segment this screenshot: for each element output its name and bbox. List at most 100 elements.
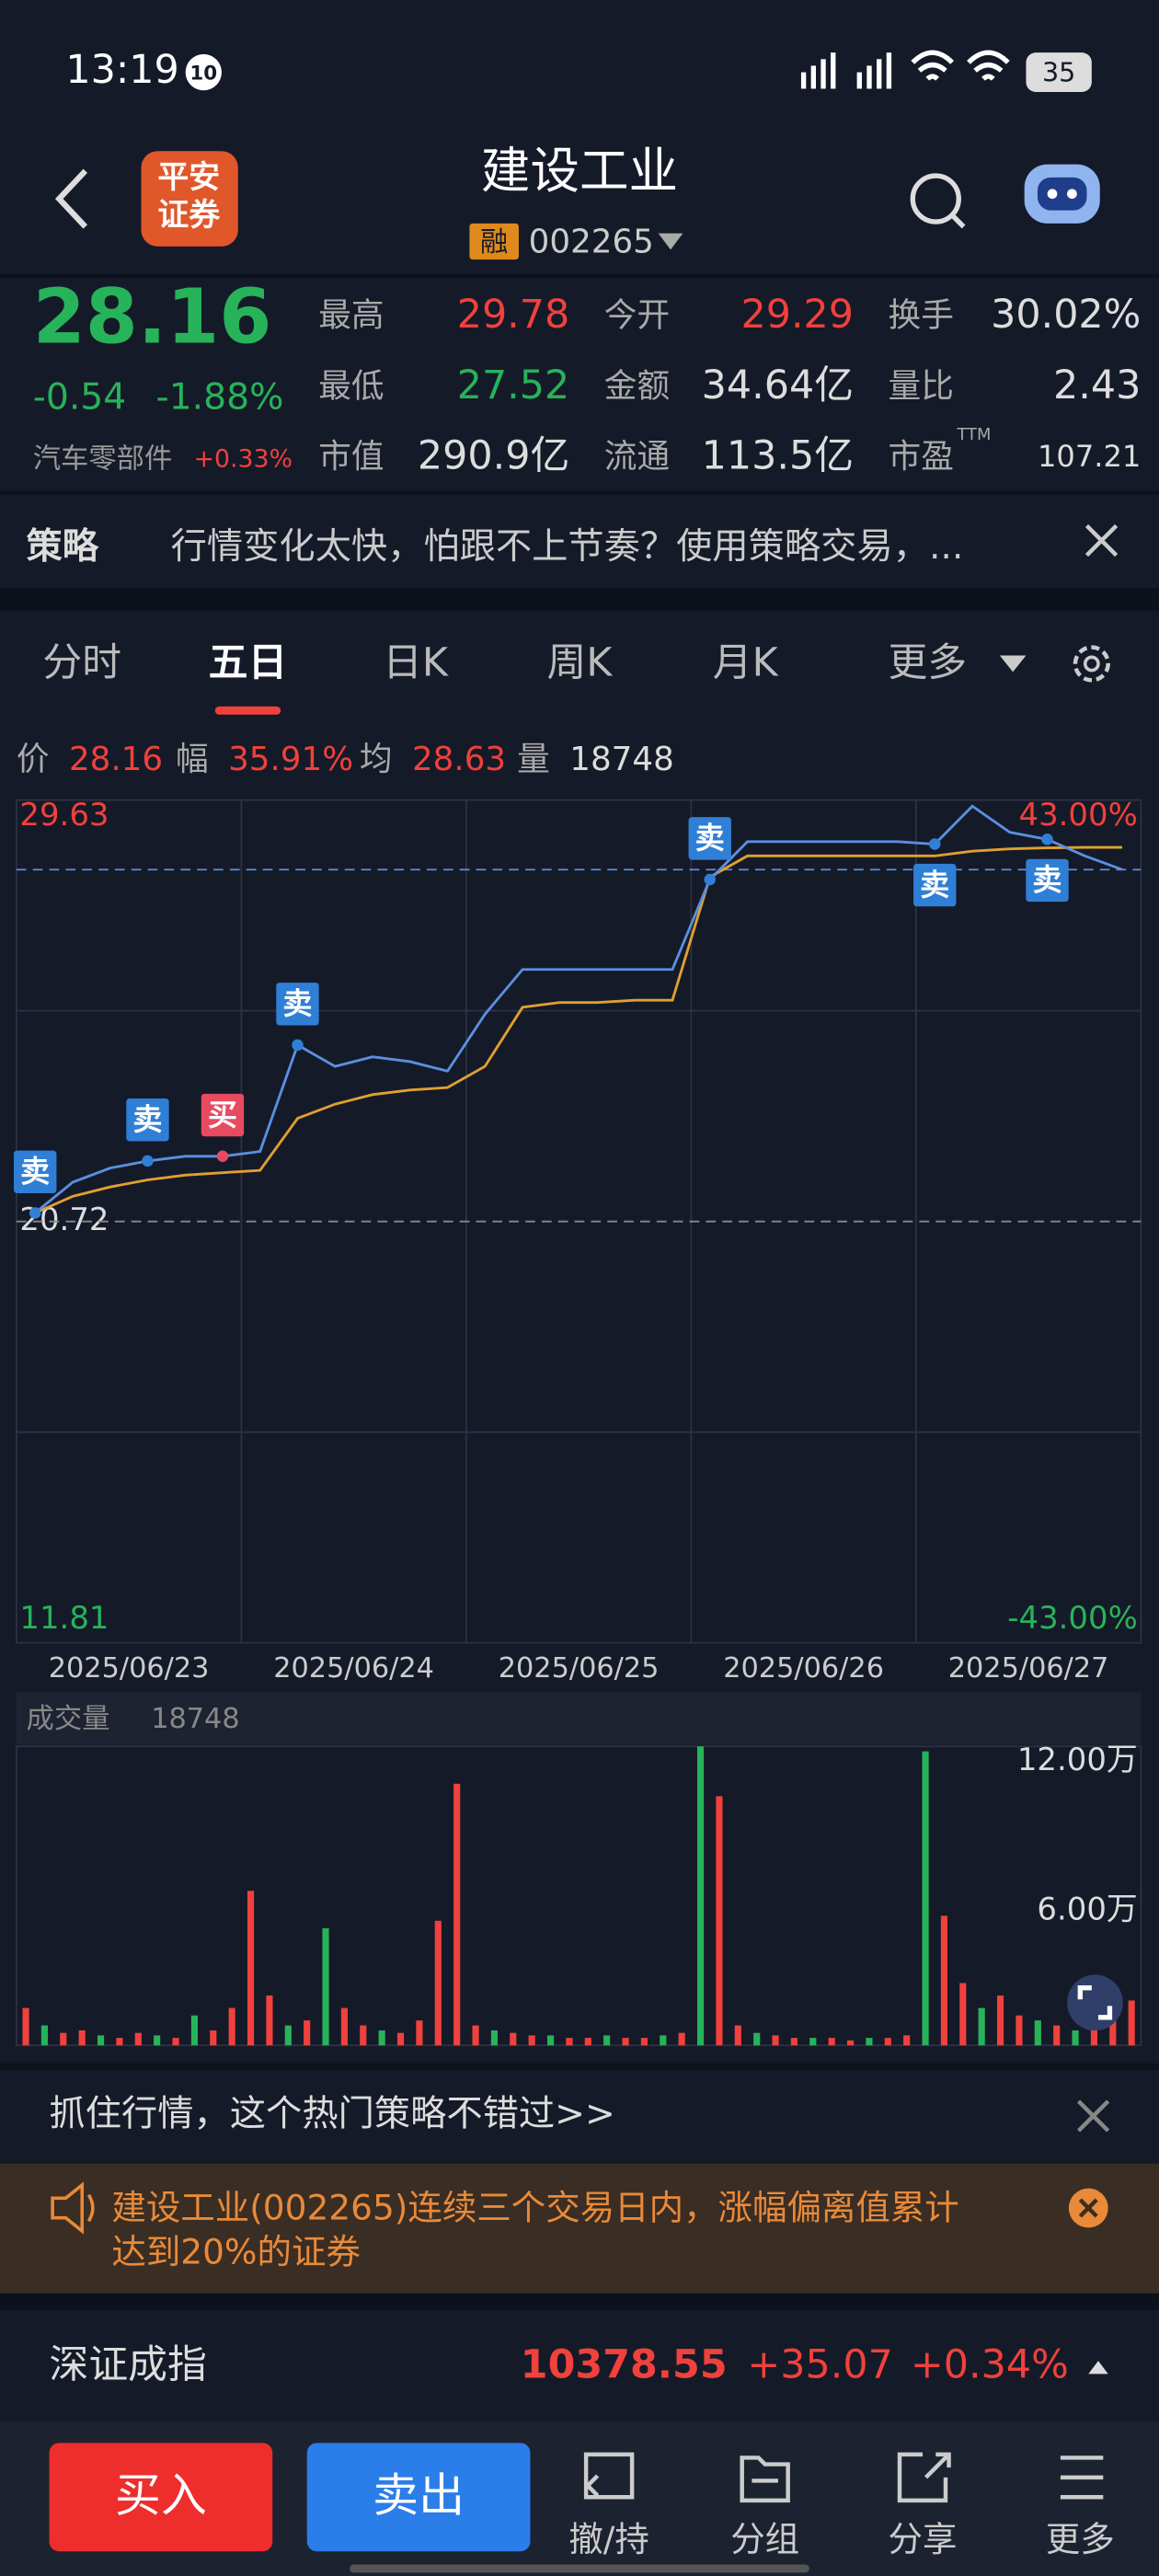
tab[interactable]: 五日: [209, 640, 288, 686]
index-name[interactable]: 深证成指: [50, 2342, 207, 2388]
volume-bar: [716, 1796, 723, 2046]
price-chart: 2025/06/23 2025/06/24 2025/06/25 2025/06/26…: [14, 797, 1142, 1685]
trade-badge: [913, 863, 957, 907]
sector: 汽车零部件: [33, 443, 173, 475]
stat-value: 30.02%: [991, 292, 1141, 338]
volume-label: 成交量: [27, 1703, 110, 1735]
stat-value: 34.64亿: [702, 362, 854, 408]
tab-indicator: [214, 706, 281, 715]
fullscreen[interactable]: [1067, 1974, 1123, 2031]
tab[interactable]: 分时: [42, 640, 121, 686]
volume-bar: [1109, 2020, 1117, 2046]
volume-bar: [846, 2040, 855, 2046]
price: 28.16: [33, 273, 272, 361]
dropdown[interactable]: [658, 233, 683, 250]
volume-bar: [696, 1746, 705, 2046]
volume-tick-label: 12.00万: [1017, 1742, 1138, 1777]
tab[interactable]: 周K: [547, 640, 614, 686]
search-handle: [950, 213, 966, 229]
sell-button[interactable]: [306, 2443, 531, 2552]
x-tick-label: 2025/06/27: [948, 1652, 1109, 1685]
back-button[interactable]: [54, 168, 88, 229]
info-label: 均: [360, 741, 393, 778]
info-value: 28.63: [412, 741, 506, 778]
strategy-text[interactable]: 行情变化太快，怕跟不上节奏？使用策略交易，...: [171, 526, 964, 568]
volume-bar: [416, 2020, 423, 2046]
trade-badge: [126, 1098, 169, 1142]
stat-label: 流通: [604, 438, 670, 476]
volume-bar: [996, 1995, 1004, 2046]
index-change: +35.07: [747, 2342, 892, 2388]
stat-label: 金额: [604, 367, 670, 405]
promo[interactable]: 抓住行情，这个热门策略不错过>>: [50, 2093, 615, 2134]
volume-bar: [622, 2038, 629, 2046]
volume-bar: [134, 2032, 142, 2046]
close[interactable]: [1076, 2099, 1110, 2133]
stat-label: 市盈: [889, 438, 954, 476]
more-arrow: [999, 655, 1027, 673]
tab[interactable]: 日K: [383, 640, 449, 686]
tab[interactable]: 月K: [713, 640, 779, 686]
logo-text: 证券: [157, 197, 221, 233]
stat-value: 113.5亿: [702, 433, 854, 479]
volume-bar: [1072, 2030, 1079, 2046]
alert-close-x: [1078, 2198, 1098, 2218]
nav-label[interactable]: 分组: [730, 2519, 799, 2559]
volume-frame: [15, 1745, 1142, 2047]
volume-bar: [154, 2035, 161, 2046]
trade-label: 买: [208, 1098, 237, 1133]
volume-bar: [228, 2007, 235, 2046]
nav-icon: [1060, 2455, 1104, 2500]
stat-sup: TTM: [956, 425, 991, 444]
volume-bar: [1034, 2020, 1041, 2046]
info-value: 35.91%: [228, 741, 353, 778]
trade-point: [29, 1207, 41, 1219]
volume-bar: [978, 2007, 985, 2046]
alert-bg: [0, 2163, 1159, 2294]
nav-label[interactable]: 更多: [1046, 2519, 1115, 2559]
volume-bar: [510, 2032, 517, 2046]
trade-label: 卖: [920, 868, 949, 903]
alert-text: 达到20%的证券: [111, 2231, 361, 2271]
volume-bar: [603, 2035, 611, 2046]
volume-bar: [304, 2020, 311, 2046]
stat-label: 今开: [604, 297, 670, 335]
info-value: 28.16: [69, 741, 163, 778]
tab[interactable]: 更多: [889, 640, 968, 686]
volume-bar: [566, 2038, 573, 2046]
close[interactable]: [1084, 523, 1119, 558]
eye: [1067, 189, 1077, 200]
avg-line: [34, 845, 1123, 1214]
search[interactable]: [910, 173, 961, 224]
trade-point: [704, 873, 716, 886]
tabs: 分时 五日 日K 周K 月K 更多: [42, 640, 967, 686]
volume-bar: [940, 1915, 947, 2046]
volume-bar: [1090, 2025, 1097, 2046]
strategy-label: 策略: [27, 526, 99, 568]
settings[interactable]: [1073, 645, 1110, 683]
volume-bar: [903, 2035, 911, 2046]
trade-badge: [688, 817, 731, 860]
info-label: 幅: [176, 741, 209, 778]
stat-value: 29.29: [740, 292, 854, 338]
x-tick-label: 2025/06/23: [49, 1652, 210, 1685]
gap: [0, 588, 1159, 612]
volume-bar: [60, 2032, 67, 2046]
volume-bar: [584, 2038, 591, 2046]
buy-button[interactable]: [49, 2443, 273, 2552]
stat-label: 最高: [318, 297, 384, 335]
nav-label[interactable]: 分享: [889, 2519, 958, 2559]
volume-bar: [1053, 2025, 1061, 2046]
nav-label[interactable]: 撤/持: [568, 2519, 649, 2559]
volume-bar: [378, 2030, 385, 2046]
badge: 10: [189, 62, 217, 85]
y-tick-label: 29.63: [19, 797, 109, 833]
expand-arrow[interactable]: [1088, 2361, 1108, 2375]
volume-bar: [640, 2038, 648, 2046]
y2-tick-label: 43.00%: [1019, 797, 1138, 833]
volume-bar: [116, 2038, 123, 2046]
volume-bar: [360, 2025, 367, 2046]
x-tick-label: 2025/06/24: [273, 1652, 434, 1685]
